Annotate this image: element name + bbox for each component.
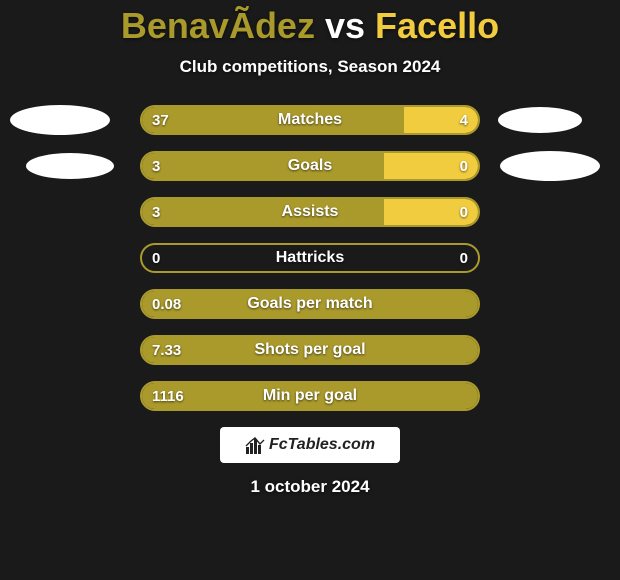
stat-bar: Min per goal1116 bbox=[140, 381, 480, 411]
player-right-ellipse bbox=[500, 151, 600, 181]
stat-bar-right-segment bbox=[384, 153, 478, 179]
stat-value-left: 0 bbox=[152, 245, 160, 271]
stat-bar-left-segment bbox=[142, 153, 384, 179]
stat-label: Hattricks bbox=[142, 245, 478, 271]
stat-row: Matches374 bbox=[0, 105, 620, 135]
stat-row: Goals30 bbox=[0, 151, 620, 181]
stat-bar: Matches374 bbox=[140, 105, 480, 135]
brand-bars-icon bbox=[245, 435, 265, 455]
stat-bar: Shots per goal7.33 bbox=[140, 335, 480, 365]
stats-rows: Matches374 Goals30 Assists30 Hattricks0 0 Goa… bbox=[0, 105, 620, 411]
subtitle: Club competitions, Season 2024 bbox=[0, 57, 620, 77]
stat-bar: Assists30 bbox=[140, 197, 480, 227]
stat-bar: Goals per match0.08 bbox=[140, 289, 480, 319]
stat-row: Goals per match0.08 bbox=[0, 289, 620, 319]
stat-bar-right-segment bbox=[404, 107, 478, 133]
stat-row: Assists30 bbox=[0, 197, 620, 227]
player-right-name: Facello bbox=[375, 5, 499, 46]
comparison-title: BenavÃ­dez vs Facello bbox=[0, 0, 620, 47]
player-right-ellipse bbox=[498, 107, 582, 133]
brand-badge: FcTables.com bbox=[220, 427, 400, 463]
stat-row: Hattricks0 0 bbox=[0, 243, 620, 273]
title-vs: vs bbox=[325, 5, 365, 46]
stat-bar-left-segment bbox=[142, 291, 478, 317]
player-left-ellipse bbox=[26, 153, 114, 179]
stat-row: Min per goal1116 bbox=[0, 381, 620, 411]
as-of-date: 1 october 2024 bbox=[0, 477, 620, 497]
stat-bar: Hattricks0 0 bbox=[140, 243, 480, 273]
stat-bar-left-segment bbox=[142, 337, 478, 363]
player-left-name: BenavÃ­dez bbox=[121, 5, 315, 46]
brand-text: FcTables.com bbox=[269, 436, 375, 454]
stat-value-right: 0 bbox=[460, 245, 468, 271]
stat-bar-left-segment bbox=[142, 107, 404, 133]
stat-row: Shots per goal7.33 bbox=[0, 335, 620, 365]
stat-bar-left-segment bbox=[142, 199, 384, 225]
stat-bar-left-segment bbox=[142, 383, 478, 409]
player-left-ellipse bbox=[10, 105, 110, 135]
stat-bar: Goals30 bbox=[140, 151, 480, 181]
stat-bar-right-segment bbox=[384, 199, 478, 225]
